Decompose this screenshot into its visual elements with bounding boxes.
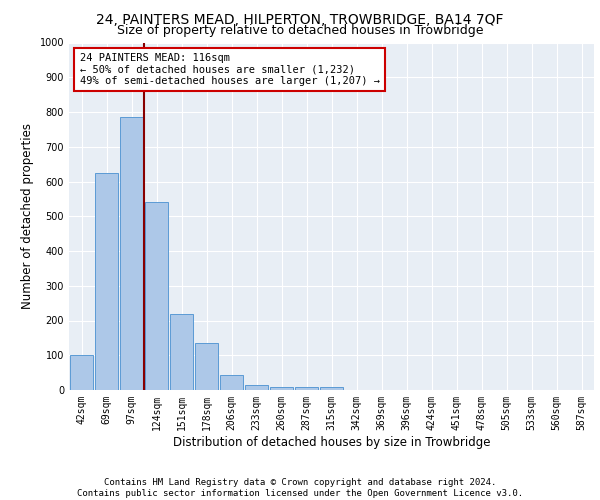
Bar	[145, 202, 168, 390]
Bar	[120, 117, 143, 390]
Text: Size of property relative to detached houses in Trowbridge: Size of property relative to detached ho…	[117, 24, 483, 37]
Bar	[95, 173, 118, 390]
Bar	[245, 385, 268, 390]
Bar	[195, 343, 218, 390]
Bar	[320, 387, 343, 390]
Text: Contains HM Land Registry data © Crown copyright and database right 2024.
Contai: Contains HM Land Registry data © Crown c…	[77, 478, 523, 498]
Text: 24 PAINTERS MEAD: 116sqm
← 50% of detached houses are smaller (1,232)
49% of sem: 24 PAINTERS MEAD: 116sqm ← 50% of detach…	[79, 53, 380, 86]
Bar	[220, 376, 243, 390]
X-axis label: Distribution of detached houses by size in Trowbridge: Distribution of detached houses by size …	[173, 436, 490, 448]
Bar	[270, 386, 293, 390]
Bar	[170, 314, 193, 390]
Y-axis label: Number of detached properties: Number of detached properties	[21, 123, 34, 309]
Bar	[70, 355, 93, 390]
Bar	[295, 386, 318, 390]
Text: 24, PAINTERS MEAD, HILPERTON, TROWBRIDGE, BA14 7QF: 24, PAINTERS MEAD, HILPERTON, TROWBRIDGE…	[96, 12, 504, 26]
